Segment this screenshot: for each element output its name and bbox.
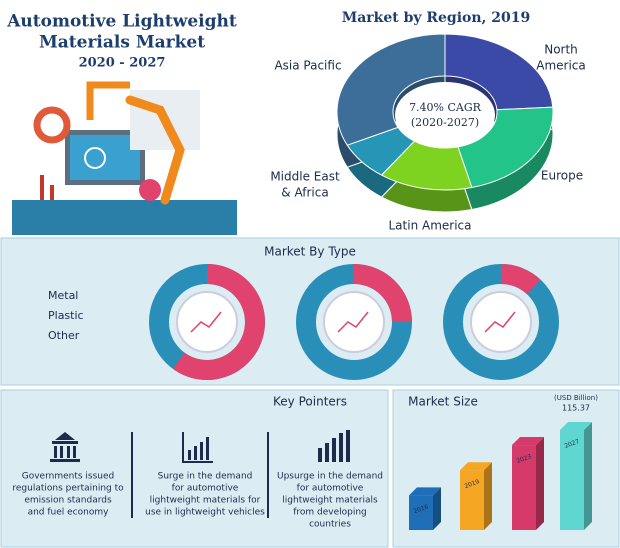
pointer-text: for automotive — [172, 484, 239, 494]
pointer-text: countries — [309, 520, 351, 530]
pointer-text: Upsurge in the demand — [277, 472, 383, 482]
cagr: (2020-2027) — [411, 116, 479, 129]
region-label: North — [544, 43, 578, 57]
cagr: 7.40% CAGR — [409, 101, 482, 114]
pointers-panel — [0, 389, 389, 548]
bar — [460, 470, 484, 530]
donut-icon — [337, 311, 369, 333]
bar-side — [584, 422, 592, 530]
pointers-title: Key Pointers — [273, 395, 347, 409]
pointer-text: regulations pertaining to — [12, 484, 124, 494]
ring-center — [395, 82, 495, 148]
bar-top — [409, 487, 441, 496]
region-label: Middle East — [270, 170, 340, 184]
region-label: & Africa — [281, 186, 328, 200]
type-title: Market By Type — [264, 245, 356, 259]
bar — [560, 430, 584, 530]
bar-side — [536, 437, 544, 530]
region-label: Asia Pacific — [274, 59, 341, 73]
bar-year: 2016 — [413, 503, 430, 515]
pointer-text: emission standards — [24, 496, 112, 506]
value-label: 115.37 — [562, 404, 590, 413]
donut-share — [501, 264, 541, 295]
bar — [512, 445, 536, 530]
pointer-text: use in lightweight vehicles — [145, 508, 265, 518]
illustration — [12, 81, 237, 235]
bar-year: 2027 — [564, 438, 581, 450]
bar-top — [460, 462, 492, 471]
region-title: Market by Region, 2019 — [342, 10, 531, 26]
region-label: America — [536, 59, 586, 73]
region-label: Latin America — [389, 219, 472, 233]
donut-icon — [190, 311, 222, 333]
unit-label: (USD Billion) — [554, 394, 598, 402]
bar-side — [433, 487, 441, 530]
bar — [409, 495, 433, 530]
title: Materials Market — [39, 33, 205, 53]
legend-label: Metal — [48, 289, 78, 302]
bar-top — [560, 422, 592, 430]
legend-label: Plastic — [48, 309, 84, 322]
icons — [50, 430, 350, 518]
donut-share — [172, 264, 266, 380]
donut-center — [470, 291, 532, 353]
pointer-text: lightweight materials for — [150, 496, 261, 506]
donut-center — [176, 291, 238, 353]
donut-center — [323, 291, 385, 353]
bar-year: 2023 — [516, 453, 533, 465]
bar-top — [512, 437, 544, 446]
title: Automotive Lightweight — [6, 12, 237, 32]
size-title: Market Size — [408, 395, 478, 409]
bar-year: 2019 — [464, 478, 481, 490]
legend-label: Other — [48, 329, 80, 342]
donut-icon — [484, 311, 516, 333]
region-segment — [444, 33, 554, 111]
years: 2020 - 2027 — [79, 56, 166, 71]
pointer-text: Surge in the demand — [158, 472, 253, 482]
region-label: Europe — [541, 169, 583, 183]
pointer-text: Governments issued — [22, 472, 115, 482]
pointer-text: from developing — [293, 508, 367, 518]
pointer-text: lightweight materials — [282, 496, 378, 506]
bar-side — [484, 462, 492, 530]
donut-share — [354, 264, 412, 322]
region-segment — [457, 106, 554, 189]
pointer-text: for automotive — [297, 484, 364, 494]
pointer-text: and fuel economy — [28, 508, 110, 518]
region-segment — [336, 33, 446, 146]
